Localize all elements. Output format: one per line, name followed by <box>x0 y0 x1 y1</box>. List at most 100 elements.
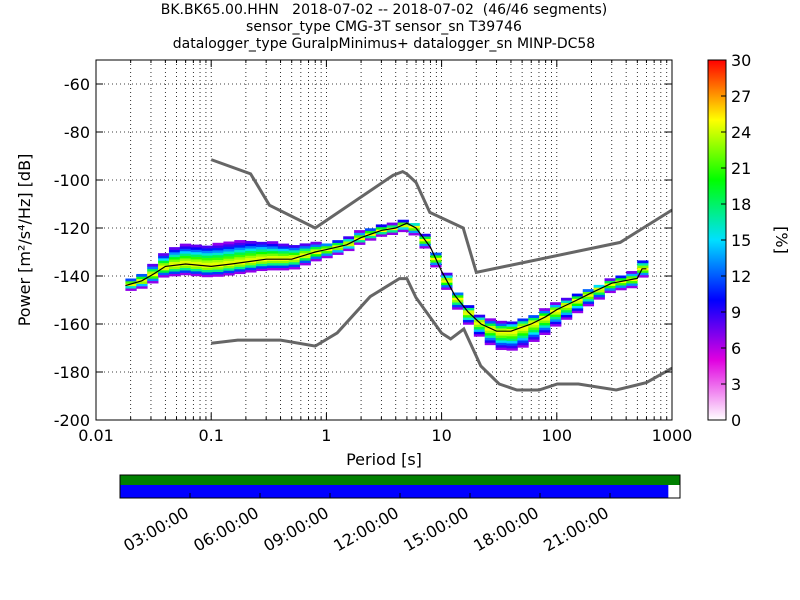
density-cell <box>462 307 475 311</box>
density-cell <box>234 240 246 243</box>
density-cell <box>582 296 595 300</box>
density-cell <box>484 342 497 346</box>
colorbar-label: [%] <box>772 226 791 254</box>
density-cell <box>277 248 290 252</box>
density-cell <box>310 251 322 255</box>
density-cell <box>288 247 301 251</box>
timeline-tick-label: 06:00:00 <box>190 503 262 555</box>
colorbar-tick-label: 9 <box>731 303 741 322</box>
density-cell <box>158 260 170 264</box>
density-cell <box>245 250 257 254</box>
density-cell <box>332 242 344 246</box>
density-cell <box>604 287 616 291</box>
timeline-bar <box>120 485 669 498</box>
density-cell <box>245 255 257 259</box>
density-cell <box>615 277 627 281</box>
timeline-tick-label: 15:00:00 <box>400 503 472 555</box>
density-cell <box>223 246 235 250</box>
density-cell <box>136 281 148 284</box>
density-cell <box>190 244 203 248</box>
density-cell <box>484 339 497 343</box>
density-cell <box>397 226 409 230</box>
colorbar-tick-label: 15 <box>731 231 751 250</box>
density-cell <box>256 263 268 267</box>
density-cell <box>604 290 616 294</box>
density-cell <box>125 285 137 289</box>
density-cell <box>234 266 246 270</box>
y-tick-label: -100 <box>54 171 90 190</box>
density-cell <box>201 248 213 251</box>
density-cell <box>452 306 464 310</box>
density-cell <box>386 224 399 228</box>
density-cell <box>310 241 322 245</box>
density-cell <box>550 306 562 310</box>
density-cell <box>343 245 355 249</box>
density-cell <box>517 320 529 324</box>
density-cell <box>462 309 475 313</box>
density-cell <box>223 272 235 276</box>
density-cell <box>256 256 268 260</box>
density-cell <box>212 257 224 260</box>
density-cell <box>517 340 529 343</box>
density-cell <box>168 247 181 250</box>
density-cell <box>288 245 301 248</box>
density-cell <box>539 312 551 316</box>
density-cell <box>582 289 595 292</box>
density-cell <box>190 251 203 255</box>
density-cell <box>245 243 257 247</box>
density-cell <box>430 264 442 268</box>
density-cell <box>125 278 137 282</box>
density-cell <box>408 232 420 236</box>
density-cell <box>506 345 518 349</box>
density-cell <box>550 318 562 322</box>
density-cell <box>637 260 649 264</box>
density-cell <box>593 294 605 298</box>
density-cell <box>593 284 605 288</box>
density-cell <box>147 275 159 279</box>
density-cell <box>539 322 551 326</box>
density-cell <box>158 272 170 276</box>
density-cell <box>528 322 540 326</box>
density-cell <box>136 276 148 280</box>
density-cell <box>430 259 442 263</box>
density-cell <box>484 318 497 322</box>
y-tick-label: -60 <box>64 75 90 94</box>
figure-titles: BK.BK65.00.HHN 2018-07-02 -- 2018-07-02 … <box>0 2 768 53</box>
density-cell <box>397 222 409 225</box>
density-cell <box>473 319 486 323</box>
density-cell <box>201 262 213 266</box>
density-cell <box>321 255 333 259</box>
density-cell <box>245 262 257 266</box>
density-cell <box>277 246 290 249</box>
density-cell <box>168 273 181 277</box>
density-cell <box>212 266 224 270</box>
density-cell <box>343 238 355 242</box>
density-cell <box>277 253 290 256</box>
density-cell <box>560 297 573 301</box>
density-cell <box>168 271 181 274</box>
density-cell <box>158 274 170 278</box>
density-cell <box>179 250 192 254</box>
density-cell <box>223 248 235 252</box>
density-cell <box>223 260 235 264</box>
density-cell <box>179 246 192 249</box>
density-cell <box>506 328 518 332</box>
density-cell <box>158 262 170 266</box>
density-cell <box>539 324 551 328</box>
density-cell <box>179 248 192 252</box>
density-cell <box>473 317 486 320</box>
density-cell <box>560 312 573 315</box>
density-cell <box>277 250 290 254</box>
density-cell <box>604 280 616 284</box>
x-tick-label: 10 <box>431 426 451 445</box>
density-cell <box>615 282 627 286</box>
density-cell <box>266 248 279 252</box>
density-cell <box>158 257 170 261</box>
x-axis-label: Period [s] <box>346 450 422 469</box>
density-cell <box>321 250 333 254</box>
density-cell <box>277 265 290 268</box>
title-line-3: datalogger_type GuralpMinimus+ datalogge… <box>172 36 596 52</box>
density-cell <box>364 230 377 234</box>
density-cell <box>430 255 442 258</box>
density-cell <box>550 311 562 315</box>
